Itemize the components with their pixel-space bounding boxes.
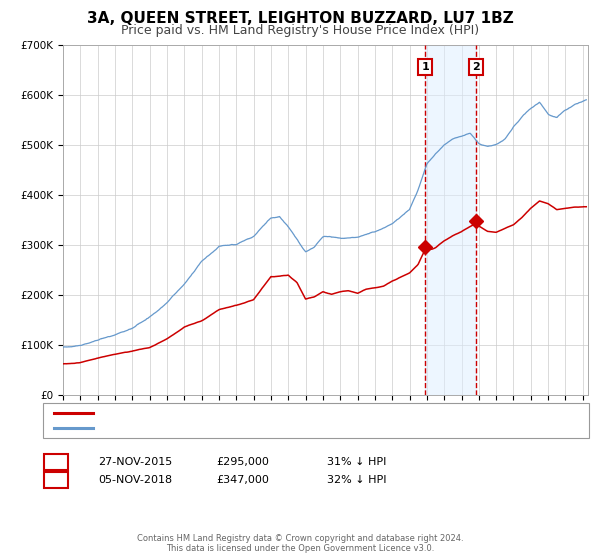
Text: 31% ↓ HPI: 31% ↓ HPI bbox=[327, 457, 386, 467]
Text: 05-NOV-2018: 05-NOV-2018 bbox=[98, 475, 172, 485]
Text: 27-NOV-2015: 27-NOV-2015 bbox=[98, 457, 172, 467]
Text: HPI: Average price, detached house, Central Bedfordshire: HPI: Average price, detached house, Cent… bbox=[97, 423, 385, 433]
Text: 3A, QUEEN STREET, LEIGHTON BUZZARD, LU7 1BZ (detached house): 3A, QUEEN STREET, LEIGHTON BUZZARD, LU7 … bbox=[97, 408, 442, 418]
Text: Price paid vs. HM Land Registry's House Price Index (HPI): Price paid vs. HM Land Registry's House … bbox=[121, 24, 479, 36]
Text: 3A, QUEEN STREET, LEIGHTON BUZZARD, LU7 1BZ: 3A, QUEEN STREET, LEIGHTON BUZZARD, LU7 … bbox=[86, 11, 514, 26]
Text: 2: 2 bbox=[53, 475, 60, 485]
Text: 2: 2 bbox=[472, 62, 480, 72]
Text: 32% ↓ HPI: 32% ↓ HPI bbox=[327, 475, 386, 485]
Text: This data is licensed under the Open Government Licence v3.0.: This data is licensed under the Open Gov… bbox=[166, 544, 434, 553]
Text: 1: 1 bbox=[53, 457, 60, 467]
Text: Contains HM Land Registry data © Crown copyright and database right 2024.: Contains HM Land Registry data © Crown c… bbox=[137, 534, 463, 543]
Bar bbox=[425, 45, 476, 395]
Text: £347,000: £347,000 bbox=[216, 475, 269, 485]
Text: £295,000: £295,000 bbox=[216, 457, 269, 467]
Text: 1: 1 bbox=[421, 62, 429, 72]
